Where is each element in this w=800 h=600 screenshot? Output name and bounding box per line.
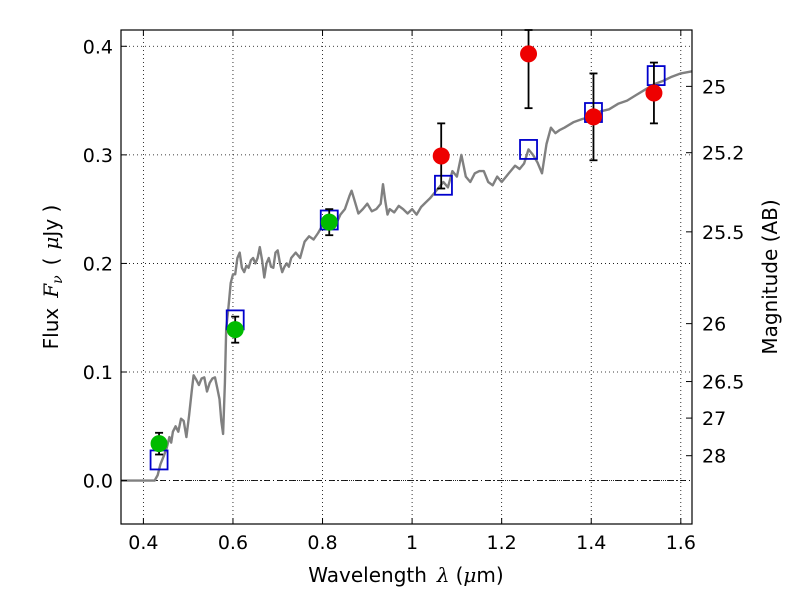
y-tick-label: 0.1: [83, 362, 113, 384]
x-tick-label: 0.4: [128, 532, 158, 554]
observed-flux-point: [645, 84, 663, 102]
observed-flux-point: [432, 147, 450, 165]
x-tick-label: 0.6: [218, 532, 248, 554]
observed-flux-point: [584, 108, 602, 126]
magnitude-tick-label: 25: [702, 76, 726, 98]
x-tick-label: 0.8: [307, 532, 337, 554]
series-layer: [121, 29, 693, 482]
magnitude-tick-label: 26: [702, 314, 726, 336]
magnitude-tick-label: 28: [702, 446, 726, 468]
observed-flux-point: [320, 213, 338, 231]
observed-flux-point: [226, 321, 244, 339]
y-tick-label: 0.0: [83, 471, 113, 493]
observed-flux-point: [150, 435, 168, 453]
tick-layer: 0.4 0.6 0.8 1 1.2 1.4 1.6 0.0 0.1 0.2 0.3 0.4 25 25.2…: [83, 30, 744, 554]
model-photometry-point: [519, 139, 538, 160]
plot-frame: [120, 29, 693, 525]
x-tick-label: 1.4: [576, 532, 606, 554]
y-axis-label: FluxFν(μJy ): [39, 205, 66, 350]
model-spectrum-line: [121, 70, 693, 482]
y-tick-label: 0.4: [83, 36, 113, 58]
x-tick-label: 1.2: [487, 532, 517, 554]
y-tick-label: 0.3: [83, 145, 113, 167]
magnitude-tick-label: 25.2: [702, 143, 744, 165]
magnitude-tick-label: 27: [702, 408, 726, 430]
y-tick-label: 0.2: [83, 253, 113, 275]
observed-flux-point: [520, 45, 538, 63]
x-tick-label: 1.6: [666, 532, 696, 554]
magnitude-tick-label: 26.5: [702, 372, 744, 394]
model-photometry-point: [434, 174, 453, 196]
magnitude-tick-label: 25.5: [702, 222, 744, 244]
grid-lines: [121, 30, 692, 524]
x-tick-label: 1: [406, 532, 418, 554]
x-axis-label: Wavelength λ (μm): [308, 563, 503, 587]
magnitude-axis-label: Magnitude (AB): [758, 199, 782, 354]
